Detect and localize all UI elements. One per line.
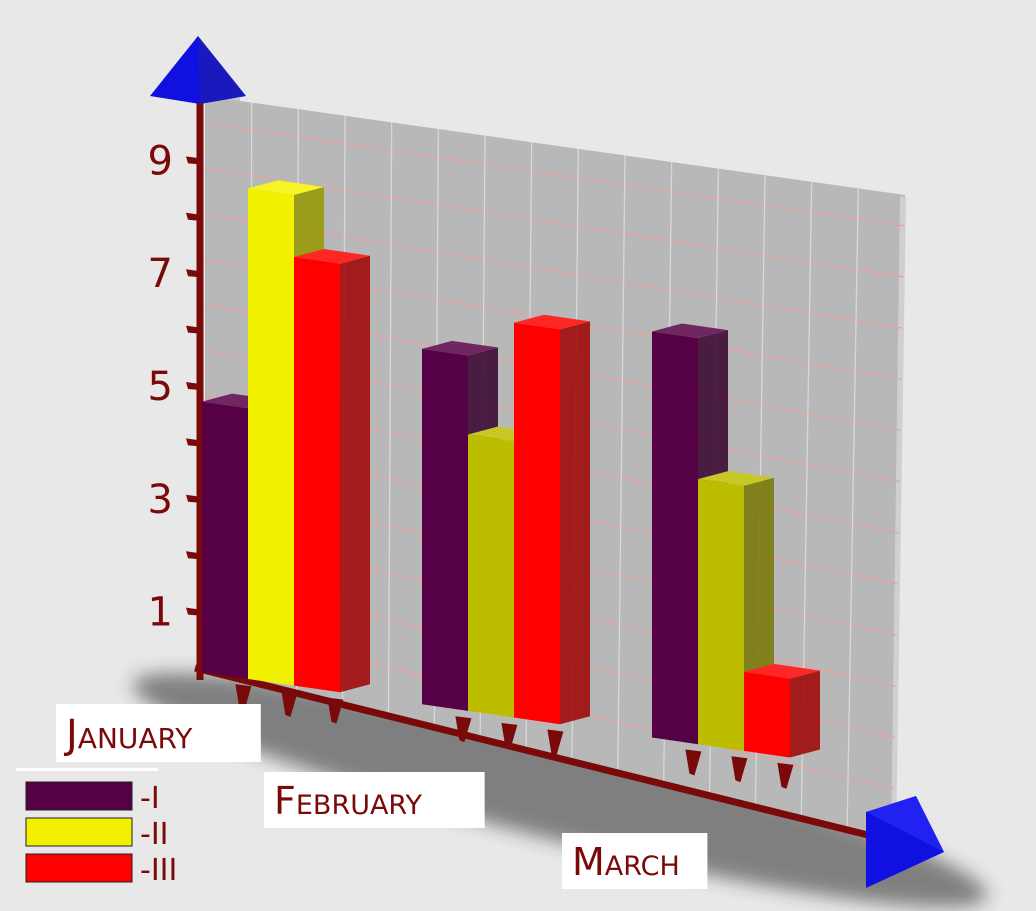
grid-line-v (617, 155, 626, 772)
legend-swatch (25, 817, 133, 847)
x-tick (281, 691, 298, 717)
bar-front (698, 479, 744, 751)
x-tick (731, 756, 748, 783)
bar-top (698, 471, 774, 486)
bar-top (744, 663, 820, 679)
legend-swatch (25, 853, 133, 883)
bar-top (652, 323, 728, 339)
y-tick (186, 438, 200, 447)
bar-front (514, 322, 560, 725)
y-tick-label: 1 (148, 590, 173, 636)
legend: -I-II-III (16, 768, 177, 888)
y-tick (186, 156, 200, 165)
category-label: January (63, 712, 193, 758)
grid-line-v (387, 122, 393, 714)
bar-front (202, 401, 248, 679)
legend-top-rule (16, 768, 158, 771)
x-tick (685, 749, 702, 776)
bar-front (422, 348, 468, 711)
y-tick-label: 9 (148, 138, 173, 184)
bar-top (422, 340, 498, 356)
y-tick (186, 494, 200, 503)
x-tick (777, 762, 794, 789)
x-tick (455, 716, 472, 743)
grid-line-v (846, 188, 859, 829)
y-tick-label: 5 (148, 364, 173, 410)
y-tick (186, 212, 200, 221)
x-axis-arrow-shade (866, 796, 944, 852)
y-tick-label: 3 (148, 477, 173, 523)
category-label: February (274, 779, 422, 823)
bar-front (652, 331, 698, 745)
bar-side (340, 255, 370, 693)
x-axis-line (194, 664, 881, 842)
category-label-bg (56, 704, 261, 762)
bar-front (294, 257, 340, 693)
x-tick (501, 722, 518, 749)
labels: 1 3 5 7 9 January February March (56, 138, 708, 889)
bar-side (790, 670, 820, 758)
legend-label: -III (140, 853, 177, 888)
y-axis-arrow-shade (198, 36, 246, 104)
bar-top (248, 180, 324, 195)
category-label-bg (562, 833, 708, 889)
x-tick (327, 697, 344, 724)
y-tick (186, 607, 200, 616)
floor-shadow (132, 673, 988, 907)
y-tick (186, 325, 200, 334)
bar-front (744, 671, 790, 758)
bar-top (294, 249, 370, 264)
y-tick (186, 382, 200, 390)
bar-top (514, 314, 590, 330)
floor-shadow-layer (132, 673, 988, 907)
x-tick (547, 729, 564, 756)
x-tick (235, 684, 252, 711)
y-tick (186, 551, 200, 560)
bars (202, 180, 820, 758)
axes (150, 36, 944, 888)
category-label: March (572, 840, 680, 884)
category-label-bg (264, 772, 485, 828)
y-tick (186, 269, 200, 278)
bar-front (248, 188, 294, 686)
grid-line-h (204, 122, 905, 227)
legend-label: -I (140, 781, 160, 816)
bar-side (560, 321, 590, 725)
bar-front (468, 434, 514, 718)
legend-label: -II (140, 817, 169, 852)
y-tick-label: 7 (148, 251, 173, 297)
legend-swatch (25, 781, 133, 811)
wall-right-edge (891, 196, 906, 840)
